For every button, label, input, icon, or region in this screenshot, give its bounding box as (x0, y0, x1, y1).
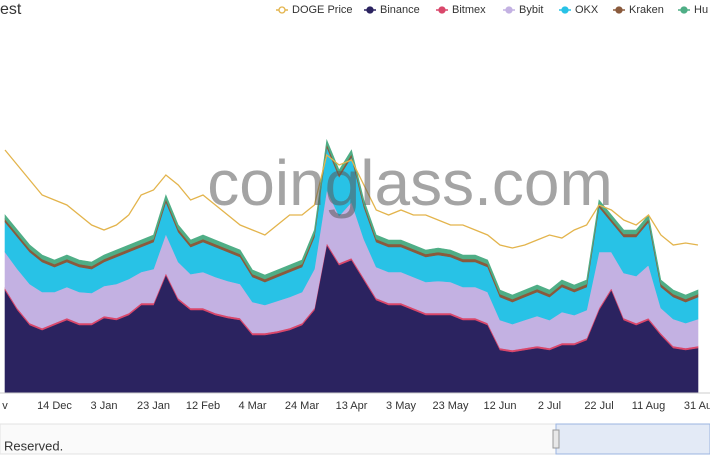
x-tick-label: 22 Jul (584, 400, 613, 412)
x-tick-label: 3 Jan (91, 400, 118, 412)
legend-label: Hu (694, 4, 708, 16)
legend-swatch (561, 6, 569, 14)
legend-swatch (615, 6, 623, 14)
legend-item[interactable]: Kraken (613, 4, 664, 16)
plot-area (4, 138, 699, 394)
footer: Reserved. (4, 438, 63, 453)
legend-label: Binance (380, 4, 420, 16)
watermark: coinglass.com (207, 147, 613, 219)
legend-label: OKX (575, 4, 599, 16)
legend-swatch (278, 6, 286, 14)
x-tick-label: 14 Dec (37, 400, 72, 412)
legend-label: Kraken (629, 4, 664, 16)
x-tick-label: 24 Mar (285, 400, 320, 412)
navigator-selection[interactable] (555, 423, 710, 455)
legend-item[interactable]: OKX (559, 4, 599, 16)
navigator[interactable] (0, 423, 710, 455)
chart-title: est (0, 1, 22, 18)
x-tick-label: 13 Apr (336, 400, 368, 412)
x-tick-label: 3 May (386, 400, 416, 412)
x-tick-label: 4 Mar (238, 400, 266, 412)
area-series[interactable] (4, 138, 699, 300)
legend-swatch (505, 6, 513, 14)
legend-swatch (680, 6, 688, 14)
navigator-handle[interactable] (552, 429, 560, 449)
legend-label: Bitmex (452, 4, 486, 16)
legend-item[interactable]: Hu (678, 4, 708, 16)
legend-swatch (366, 6, 374, 14)
legend-item[interactable]: Bybit (503, 4, 543, 16)
x-tick-label: 11 Aug (632, 400, 665, 412)
legend-item[interactable]: Bitmex (436, 4, 486, 16)
legend: DOGE Price Binance Bitmex Bybit OKX Kraken Hu (276, 4, 708, 16)
x-tick-label: 23 Jan (137, 400, 170, 412)
x-tick-label: 23 May (432, 400, 469, 412)
legend-label: DOGE Price (292, 4, 353, 16)
legend-item[interactable]: DOGE Price (276, 4, 353, 16)
price-line[interactable] (4, 149, 699, 249)
legend-label: Bybit (519, 4, 543, 16)
x-tick-label: 12 Jun (483, 400, 516, 412)
x-tick-label: 2 Jul (538, 400, 561, 412)
legend-swatch (438, 6, 446, 14)
legend-item[interactable]: Binance (364, 4, 420, 16)
x-tick-label: 12 Feb (186, 400, 220, 412)
x-tick-label: v (2, 400, 8, 412)
x-tick-label: 31 Au (684, 400, 710, 412)
